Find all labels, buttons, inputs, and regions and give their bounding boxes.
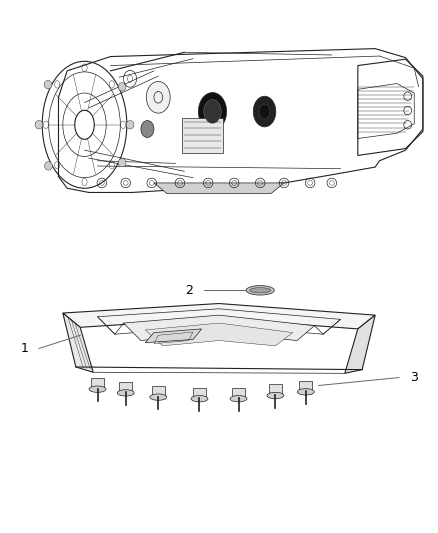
Bar <box>152 386 165 397</box>
Polygon shape <box>63 313 93 372</box>
Ellipse shape <box>198 93 226 131</box>
Bar <box>193 387 206 398</box>
Ellipse shape <box>230 395 247 402</box>
Polygon shape <box>145 323 293 346</box>
Ellipse shape <box>118 83 126 91</box>
Polygon shape <box>345 315 375 373</box>
Ellipse shape <box>126 120 134 129</box>
Polygon shape <box>145 329 201 343</box>
Ellipse shape <box>246 286 274 295</box>
Ellipse shape <box>191 395 208 402</box>
Ellipse shape <box>259 104 270 119</box>
Ellipse shape <box>89 386 106 392</box>
Ellipse shape <box>146 82 170 113</box>
Text: 2: 2 <box>185 284 193 297</box>
Bar <box>232 387 245 398</box>
Ellipse shape <box>267 392 284 399</box>
Ellipse shape <box>45 161 53 170</box>
Bar <box>119 382 132 392</box>
Ellipse shape <box>150 394 167 400</box>
Polygon shape <box>124 315 314 341</box>
Text: 1: 1 <box>20 342 28 355</box>
Polygon shape <box>154 183 284 193</box>
Ellipse shape <box>250 288 271 293</box>
Ellipse shape <box>141 120 154 138</box>
Ellipse shape <box>297 389 314 395</box>
Ellipse shape <box>204 100 221 124</box>
Ellipse shape <box>117 390 134 396</box>
Bar <box>269 384 282 395</box>
Bar <box>91 378 104 389</box>
Ellipse shape <box>118 158 126 167</box>
Text: 3: 3 <box>410 371 418 384</box>
Ellipse shape <box>35 120 43 129</box>
Bar <box>299 381 312 391</box>
Ellipse shape <box>44 80 52 89</box>
Polygon shape <box>63 303 375 329</box>
FancyBboxPatch shape <box>182 118 223 153</box>
Ellipse shape <box>253 96 276 127</box>
